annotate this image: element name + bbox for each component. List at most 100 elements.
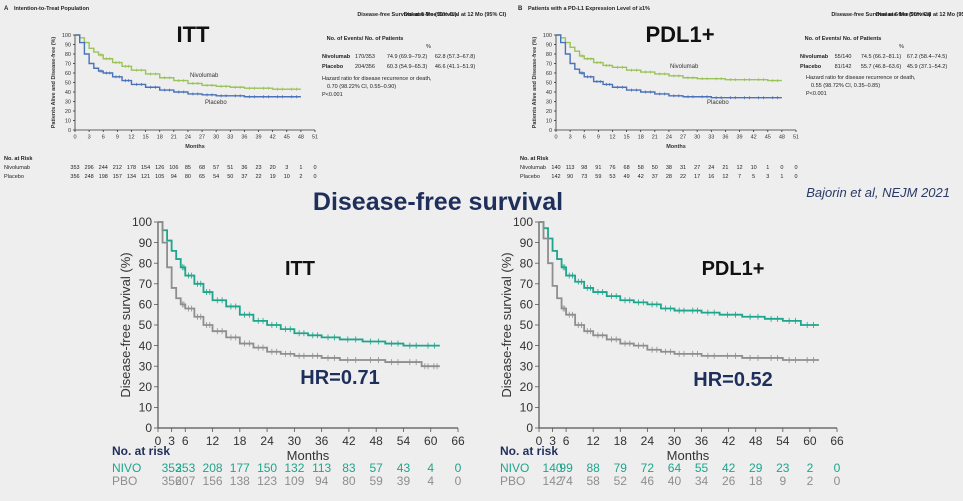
x-tick-label: 3 [88, 135, 91, 141]
series-line-nivolumab [556, 34, 782, 82]
x-axis-label: Months [185, 144, 205, 150]
y-tick-label: 0 [549, 128, 552, 134]
x-tick-label: 24 [666, 135, 672, 141]
x-tick-label: 45 [284, 135, 290, 141]
x-tick-label: 45 [765, 135, 771, 141]
risk-value: 1 [780, 174, 783, 180]
risk-value: 4 [427, 474, 434, 488]
risk-value: 51 [227, 165, 233, 171]
risk-value: 55 [695, 461, 709, 475]
panel-population: Intention-to-Treat Population [14, 6, 90, 12]
risk-value: 57 [370, 461, 384, 475]
risk-value: 353 [162, 461, 182, 475]
x-tick-label: 6 [583, 135, 586, 141]
p-value: P<0.001 [322, 92, 343, 98]
x-tick-label: 33 [708, 135, 714, 141]
y-tick-label: 20 [65, 109, 71, 115]
y-tick-label: 0 [68, 128, 71, 134]
y-axis-label: Patients Alive and Disease-free (%) [532, 37, 538, 129]
risk-value: 7 [738, 174, 741, 180]
y-tick-label: 10 [65, 118, 71, 124]
risk-row-name: NIVO [112, 461, 141, 475]
risk-value: 356 [162, 474, 182, 488]
x-tick-label: 18 [157, 135, 163, 141]
x-tick-label: 21 [652, 135, 658, 141]
risk-value: 79 [614, 461, 628, 475]
risk-value: 28 [666, 174, 672, 180]
risk-value: 113 [312, 461, 331, 475]
series-label: Placebo [205, 100, 227, 106]
x-tick-label: 12 [206, 434, 220, 448]
x-tick-label: 66 [830, 434, 844, 448]
x-tick-label: 48 [779, 135, 785, 141]
y-tick-label: 80 [65, 52, 71, 58]
table-row-name: Placebo [322, 64, 344, 70]
risk-value: 353 [70, 165, 79, 171]
risk-value: 65 [199, 174, 205, 180]
y-tick-label: 60 [520, 298, 534, 312]
series-line-nivolumab [75, 34, 301, 90]
risk-value: 54 [213, 174, 219, 180]
hazard-ratio-line1: Hazard ratio for disease recurrence or d… [806, 75, 916, 81]
y-tick-label: 30 [546, 99, 552, 105]
y-tick-label: 80 [520, 256, 534, 270]
y-axis-label: Disease-free survival (%) [118, 252, 133, 397]
y-tick-label: 100 [543, 33, 552, 39]
series-line-pbo [539, 221, 819, 361]
x-tick-label: 6 [563, 434, 570, 448]
risk-value: 1 [766, 165, 769, 171]
risk-value: 12 [722, 174, 728, 180]
risk-value: 42 [638, 174, 644, 180]
risk-value: 0 [834, 474, 841, 488]
risk-value: 37 [652, 174, 658, 180]
y-axis-label: Disease-free survival (%) [499, 252, 514, 397]
risk-value: 113 [566, 165, 575, 171]
y-tick-label: 80 [546, 52, 552, 58]
x-tick-label: 39 [255, 135, 261, 141]
risk-value: 80 [342, 474, 356, 488]
risk-value: 0 [455, 461, 462, 475]
hazard-ratio-line2: 0.70 (98.22% CI, 0.55–0.90) [327, 84, 396, 90]
series-label: Nivolumab [190, 73, 219, 79]
risk-value: 23 [776, 461, 790, 475]
risk-value: 26 [722, 474, 736, 488]
chart-big-label: ITT [177, 22, 211, 47]
risk-value: 150 [257, 461, 277, 475]
x-tick-label: 6 [102, 135, 105, 141]
risk-value: 21 [722, 165, 728, 171]
y-tick-label: 40 [139, 339, 153, 353]
risk-value: 91 [595, 165, 601, 171]
panel-letter: B [518, 6, 523, 12]
risk-value: 0 [794, 174, 797, 180]
x-tick-label: 6 [182, 434, 189, 448]
risk-value: 0 [313, 165, 316, 171]
risk-row-name: NIVO [500, 461, 529, 475]
risk-value: 253 [175, 461, 195, 475]
risk-value: 5 [752, 174, 755, 180]
table-row-dfs6: 55.7 (46.8–63.6) [861, 64, 902, 70]
y-tick-label: 100 [132, 215, 152, 229]
x-tick-label: 30 [288, 434, 302, 448]
y-tick-label: 30 [520, 359, 534, 373]
risk-value: 34 [695, 474, 709, 488]
chart-big-label: ITT [285, 258, 315, 280]
y-tick-label: 90 [139, 236, 153, 250]
y-tick-label: 70 [520, 277, 534, 291]
y-tick-label: 100 [62, 33, 71, 39]
x-tick-label: 36 [241, 135, 247, 141]
x-tick-label: 30 [694, 135, 700, 141]
risk-value: 76 [609, 165, 615, 171]
y-tick-label: 60 [139, 298, 153, 312]
x-tick-label: 42 [270, 135, 276, 141]
hazard-ratio: HR=0.71 [300, 367, 380, 389]
risk-value: 52 [614, 474, 628, 488]
y-tick-label: 10 [139, 401, 153, 415]
risk-value: 58 [638, 165, 644, 171]
risk-value: 198 [99, 174, 108, 180]
table-row-dfs12: 67.2 (58.4–74.5) [907, 54, 948, 60]
risk-value: 80 [185, 174, 191, 180]
risk-value: 58 [587, 474, 601, 488]
x-tick-label: 42 [342, 434, 356, 448]
x-axis-label: Months [287, 448, 330, 463]
x-tick-label: 18 [614, 434, 628, 448]
